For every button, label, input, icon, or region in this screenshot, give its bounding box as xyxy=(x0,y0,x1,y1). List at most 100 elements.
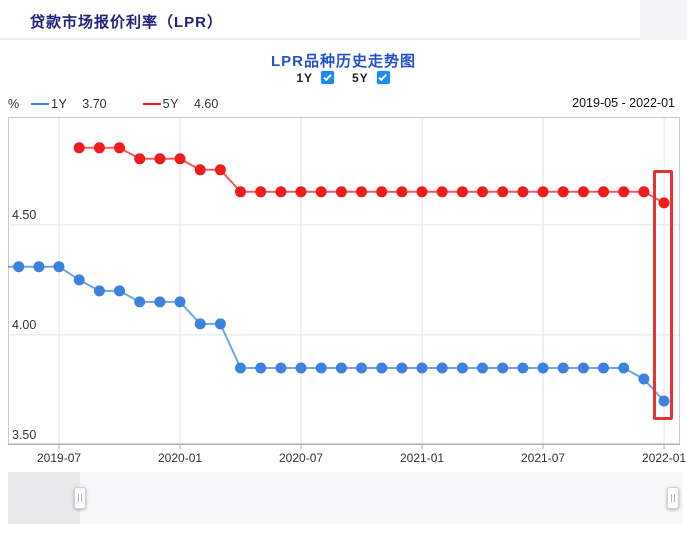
page-header: 贷款市场报价利率（LPR） xyxy=(0,0,640,40)
1y-series-checkbox[interactable] xyxy=(320,70,335,85)
1y-data-point[interactable] xyxy=(53,261,65,273)
1y-data-point[interactable] xyxy=(436,362,448,374)
1y-data-point[interactable] xyxy=(517,362,529,374)
5y-data-point[interactable] xyxy=(638,186,650,198)
y-axis-tick-label: 4.50 xyxy=(12,208,36,222)
1y-series-line xyxy=(8,265,665,402)
date-range-label: 2019-05 - 2022-01 xyxy=(572,96,675,110)
5y-data-point[interactable] xyxy=(416,186,428,198)
1y-data-point[interactable] xyxy=(214,318,226,330)
5y-data-point[interactable] xyxy=(537,186,549,198)
5y-data-point[interactable] xyxy=(114,142,125,154)
toggle-label-1y: 1Y xyxy=(296,70,313,85)
5y-data-point[interactable] xyxy=(618,186,630,198)
1y-data-point[interactable] xyxy=(13,261,25,273)
1y-data-point[interactable] xyxy=(376,362,388,374)
legend-name-1y: 1Y xyxy=(51,97,68,111)
data-zoom-slider[interactable] xyxy=(8,472,683,524)
5y-data-point[interactable] xyxy=(335,186,347,198)
1y-data-point[interactable] xyxy=(154,296,166,308)
1y-data-point[interactable] xyxy=(134,296,146,308)
1y-data-point[interactable] xyxy=(416,362,428,374)
5y-data-point[interactable] xyxy=(396,186,408,198)
5y-data-point[interactable] xyxy=(658,197,670,209)
checkmark-icon xyxy=(378,72,388,81)
5y-data-point[interactable] xyxy=(174,153,186,165)
1y-data-point[interactable] xyxy=(235,362,246,374)
page-background-corner xyxy=(640,0,687,40)
1y-data-point[interactable] xyxy=(557,362,569,374)
1y-data-point[interactable] xyxy=(356,362,367,374)
plot-border xyxy=(8,117,680,445)
page-title: 贷款市场报价利率（LPR） xyxy=(30,14,224,31)
5y-data-point[interactable] xyxy=(214,164,226,176)
latest-value-highlight-box xyxy=(653,170,673,420)
1y-data-point[interactable] xyxy=(174,296,186,308)
chart-title: LPR品种历史走势图 xyxy=(270,53,416,70)
slider-right-handle[interactable] xyxy=(667,487,679,509)
1y-data-point[interactable] xyxy=(577,362,589,374)
1y-data-point[interactable] xyxy=(618,362,630,374)
1y-data-point[interactable] xyxy=(255,362,267,374)
slider-left-handle[interactable] xyxy=(74,487,86,509)
y-axis-tick-label: 3.50 xyxy=(12,428,36,442)
1y-data-point[interactable] xyxy=(537,362,549,374)
5y-series-line xyxy=(79,146,665,204)
5y-data-point[interactable] xyxy=(295,186,307,198)
1y-data-point[interactable] xyxy=(114,285,125,297)
1y-data-point[interactable] xyxy=(93,285,105,297)
1y-data-point[interactable] xyxy=(275,362,287,374)
5y-data-point[interactable] xyxy=(356,186,367,198)
x-axis-tick-label: 2019-07 xyxy=(37,451,82,465)
x-axis-tick-label: 2021-07 xyxy=(521,451,566,465)
legend-item-5y[interactable]: 5Y 4.60 xyxy=(142,97,218,111)
plot-area[interactable]: 4.50 4.00 3.50 xyxy=(8,117,680,450)
1y-data-point[interactable] xyxy=(315,362,327,374)
grip-icon xyxy=(78,494,82,502)
grip-icon xyxy=(671,494,675,502)
1y-line-swatch-icon xyxy=(31,103,49,105)
series-toggle-row: 1Y 5Y xyxy=(0,70,687,85)
5y-data-point[interactable] xyxy=(275,186,287,198)
5y-data-point[interactable] xyxy=(456,186,468,198)
x-axis-tick-label: 2021-01 xyxy=(400,451,445,465)
1y-data-point[interactable] xyxy=(456,362,468,374)
5y-data-point[interactable] xyxy=(315,186,327,198)
5y-data-point[interactable] xyxy=(376,186,388,198)
1y-data-point[interactable] xyxy=(33,261,45,273)
5y-data-point[interactable] xyxy=(557,186,569,198)
5y-data-point[interactable] xyxy=(73,142,85,154)
legend-row: % 1Y 3.70 5Y 4.60 2019-05 - 2022-01 xyxy=(8,96,675,112)
5y-series-checkbox[interactable] xyxy=(375,70,391,85)
5y-data-point[interactable] xyxy=(436,186,448,198)
5y-data-point[interactable] xyxy=(235,186,246,198)
5y-data-point[interactable] xyxy=(255,186,267,198)
legend-name-5y: 5Y xyxy=(162,97,179,111)
1y-data-point[interactable] xyxy=(598,362,609,374)
5y-data-point[interactable] xyxy=(154,153,166,165)
5y-data-point[interactable] xyxy=(477,186,488,198)
1y-data-point[interactable] xyxy=(396,362,408,374)
1y-data-point[interactable] xyxy=(335,362,347,374)
5y-line-swatch-icon xyxy=(142,103,161,105)
5y-data-point[interactable] xyxy=(134,153,146,165)
1y-data-point[interactable] xyxy=(73,274,85,286)
5y-data-point[interactable] xyxy=(577,186,589,198)
5y-data-point[interactable] xyxy=(598,186,609,198)
1y-data-point[interactable] xyxy=(477,362,488,374)
checkmark-icon xyxy=(322,72,332,81)
x-axis-tick-label: 2020-01 xyxy=(158,451,203,465)
5y-data-point[interactable] xyxy=(194,164,206,176)
1y-data-point[interactable] xyxy=(295,362,307,374)
5y-data-point[interactable] xyxy=(517,186,529,198)
x-axis: 2019-07 2020-01 2020-07 2021-01 2021-07 2022-… xyxy=(0,451,687,465)
line-chart: 4.50 4.00 3.50 xyxy=(8,117,680,449)
1y-data-point[interactable] xyxy=(497,362,509,374)
1y-data-point[interactable] xyxy=(194,318,206,330)
1y-data-point[interactable] xyxy=(638,373,650,385)
1y-data-point[interactable] xyxy=(658,395,670,407)
legend-item-1y[interactable]: 1Y 3.70 xyxy=(31,97,107,111)
y-axis-unit-label: % xyxy=(8,97,20,111)
5y-data-point[interactable] xyxy=(93,142,105,154)
5y-data-point[interactable] xyxy=(497,186,509,198)
